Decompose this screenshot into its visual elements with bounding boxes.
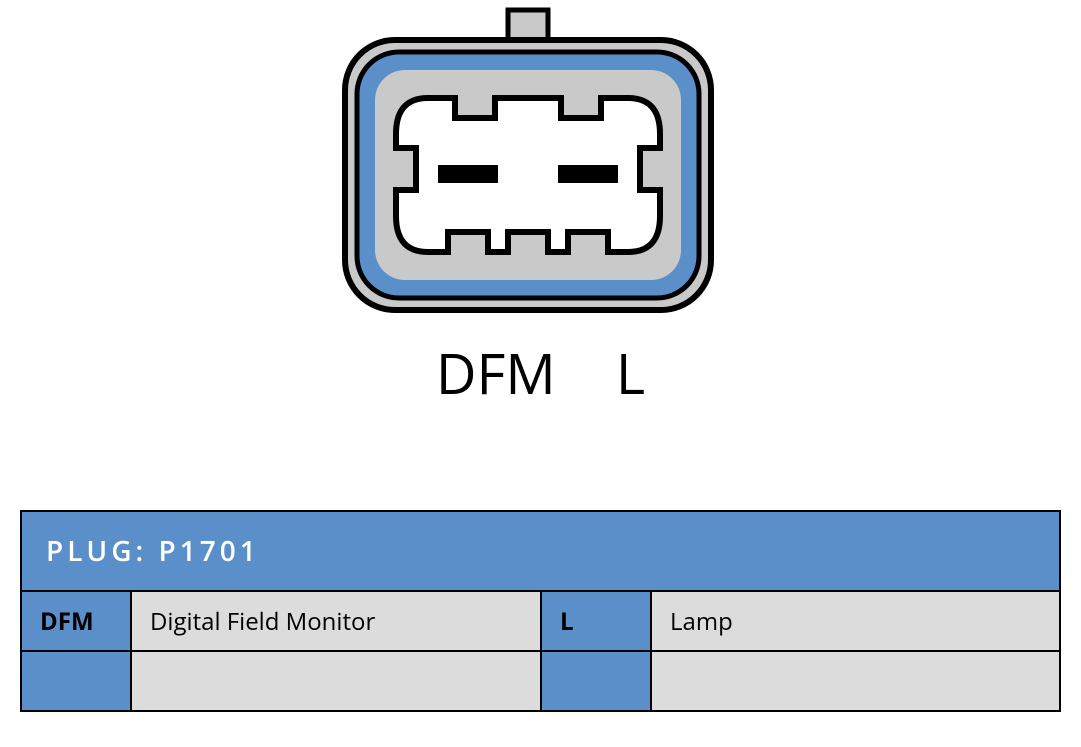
- table-title: PLUG: P1701: [21, 511, 1060, 591]
- plug-table: PLUG: P1701 DFM Digital Field Monitor L …: [20, 510, 1061, 712]
- plug-info-table: PLUG: P1701 DFM Digital Field Monitor L …: [20, 510, 1061, 712]
- pin-label-dfm: DFM: [436, 335, 556, 411]
- pin-code-cell: L: [541, 591, 651, 651]
- connector-svg: [0, 0, 1081, 340]
- pin-desc-cell: [651, 651, 1060, 711]
- table-row: DFM Digital Field Monitor L Lamp: [21, 591, 1060, 651]
- pin-slot-right: [558, 165, 618, 183]
- table-row: [21, 651, 1060, 711]
- pin-code-cell: DFM: [21, 591, 131, 651]
- pin-label-l: L: [616, 335, 645, 411]
- table-header-row: PLUG: P1701: [21, 511, 1060, 591]
- connector-cavity: [396, 98, 660, 252]
- pin-code-cell: [21, 651, 131, 711]
- pin-labels-row: DFM L: [0, 335, 1081, 411]
- pin-desc-cell: [131, 651, 541, 711]
- pin-desc-cell: Lamp: [651, 591, 1060, 651]
- pin-code-cell: [541, 651, 651, 711]
- pin-slot-left: [438, 165, 498, 183]
- pin-desc-cell: Digital Field Monitor: [131, 591, 541, 651]
